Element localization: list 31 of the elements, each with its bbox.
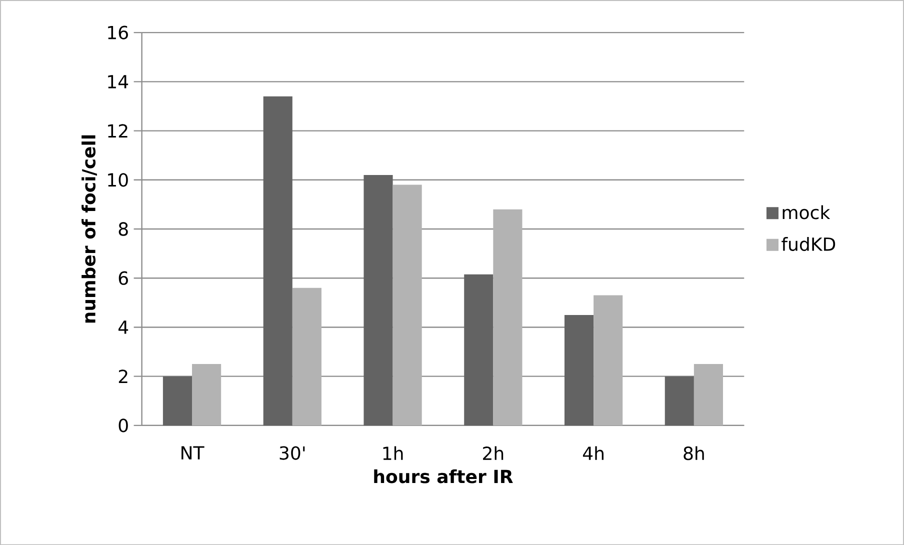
x-tick-label: NT xyxy=(182,446,204,460)
y-tick-label: 6 xyxy=(118,271,128,285)
y-tick-label: 12 xyxy=(108,124,128,138)
bar xyxy=(594,295,623,426)
y-tick-label: 8 xyxy=(118,222,128,236)
y-tick-label: 4 xyxy=(118,320,128,334)
bar xyxy=(493,209,522,426)
x-tick-label: 8h xyxy=(684,446,704,460)
legend-label: fudKD xyxy=(782,236,836,251)
x-axis-title: hours after IR xyxy=(374,469,513,484)
bar xyxy=(192,364,222,426)
y-axis-title: number of foci/cell xyxy=(82,135,97,323)
bar xyxy=(162,376,192,426)
x-tick-label: 1h xyxy=(383,446,403,460)
bar xyxy=(694,364,724,426)
bar xyxy=(464,274,494,426)
x-tick-label: 2h xyxy=(483,446,504,460)
y-tick-label: 2 xyxy=(118,370,128,383)
y-tick-label: 16 xyxy=(108,26,128,40)
bar xyxy=(263,96,292,426)
bar xyxy=(564,314,594,426)
y-tick-label: 0 xyxy=(118,418,128,432)
x-tick-label: 30' xyxy=(280,446,305,460)
y-tick-label: 10 xyxy=(108,172,128,187)
bar xyxy=(292,288,322,426)
bar xyxy=(364,174,393,426)
x-tick-label: 4h xyxy=(582,446,604,460)
y-tick-label: 14 xyxy=(108,75,128,88)
bar xyxy=(392,184,422,426)
bar xyxy=(664,376,694,426)
legend-label: mock xyxy=(782,205,830,220)
